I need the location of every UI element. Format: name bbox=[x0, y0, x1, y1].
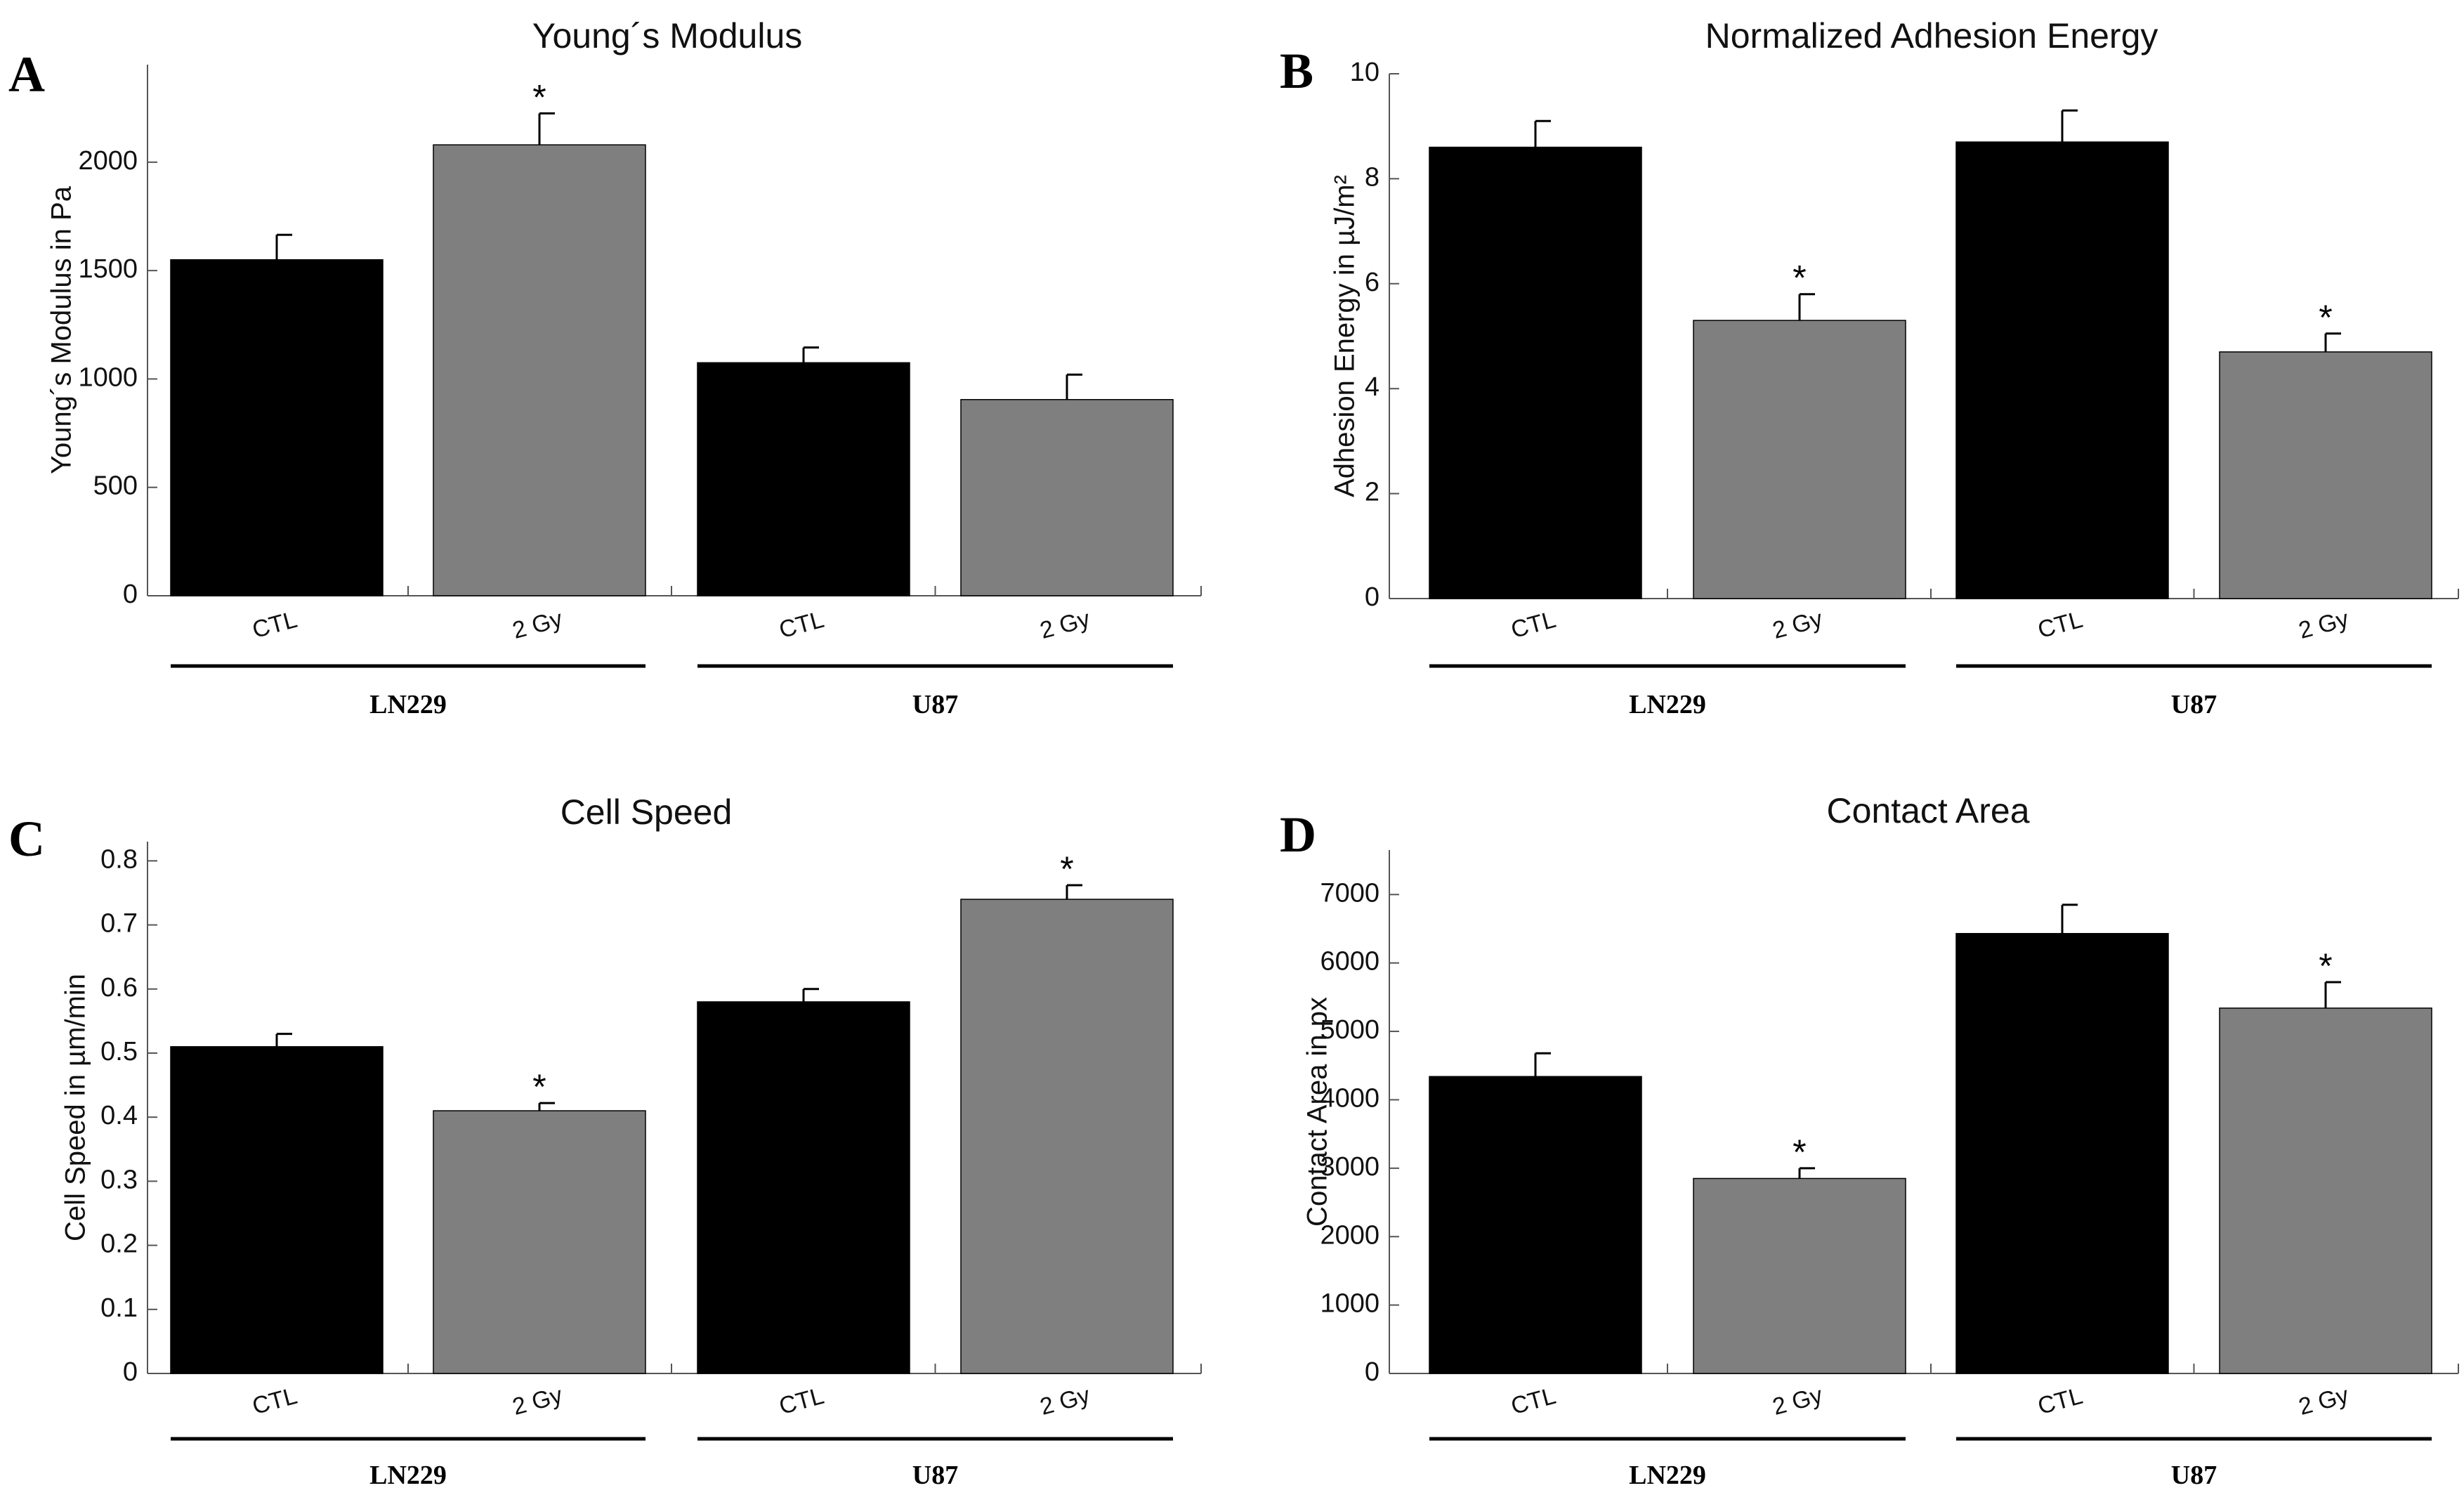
y-tick-label: 8 bbox=[1365, 162, 1380, 192]
group-label: U87 bbox=[912, 690, 958, 719]
category-label: 2 Gy bbox=[510, 1382, 565, 1421]
bar-b-3 bbox=[2219, 351, 2432, 599]
category-label: CTL bbox=[776, 1383, 827, 1420]
y-tick-label: 2000 bbox=[1320, 1220, 1380, 1250]
bar-a-3 bbox=[960, 398, 1174, 596]
y-tick-label: 3000 bbox=[1320, 1152, 1380, 1182]
chart-title: Cell Speed bbox=[561, 792, 733, 832]
y-tick-label: 1500 bbox=[78, 254, 138, 284]
y-tick-label: 10 bbox=[1350, 58, 1380, 87]
significance-marker: * bbox=[1793, 259, 1806, 298]
bar-d-3 bbox=[2219, 1007, 2432, 1374]
significance-marker: * bbox=[532, 77, 546, 117]
y-tick-label: 0 bbox=[123, 580, 138, 609]
panel-letter: D bbox=[1280, 807, 1316, 863]
category-label: 2 Gy bbox=[1770, 1382, 1826, 1421]
y-tick-label: 6 bbox=[1365, 268, 1380, 297]
bar-b-2 bbox=[1955, 141, 2169, 599]
category-label: CTL bbox=[2035, 606, 2085, 644]
group-label: U87 bbox=[2171, 690, 2217, 719]
y-axis-label: Contact Area in px bbox=[1302, 997, 1333, 1227]
bar-a-2 bbox=[697, 362, 910, 596]
y-tick-label: 4 bbox=[1365, 372, 1380, 402]
group-label: U87 bbox=[912, 1461, 958, 1490]
y-axis-label: Cell Speed in µm/min bbox=[60, 974, 91, 1241]
group-label: U87 bbox=[2171, 1461, 2217, 1490]
bar-b-0 bbox=[1429, 146, 1642, 599]
y-tick-label: 500 bbox=[93, 471, 138, 501]
bar-a-0 bbox=[170, 259, 384, 596]
category-label: CTL bbox=[776, 606, 827, 644]
group-label: LN229 bbox=[1629, 1461, 1706, 1490]
y-axis-label: Young´s Modulus in Pa bbox=[46, 185, 77, 474]
bar-d-2 bbox=[1955, 933, 2169, 1374]
category-label: 2 Gy bbox=[510, 606, 565, 644]
significance-marker: * bbox=[2319, 298, 2332, 337]
category-label: CTL bbox=[2035, 1383, 2085, 1420]
bar-c-1 bbox=[433, 1110, 646, 1374]
bar-b-1 bbox=[1693, 320, 1906, 599]
y-tick-label: 0.7 bbox=[100, 909, 138, 939]
bar-d-1 bbox=[1693, 1177, 1906, 1374]
bar-c-2 bbox=[697, 1001, 910, 1374]
chart-title: Contact Area bbox=[1826, 791, 2029, 830]
category-label: 2 Gy bbox=[2296, 606, 2352, 644]
category-label: 2 Gy bbox=[1770, 606, 1826, 644]
y-tick-label: 0 bbox=[1365, 1357, 1380, 1387]
group-label: LN229 bbox=[1629, 690, 1706, 719]
category-label: 2 Gy bbox=[2296, 1382, 2352, 1421]
y-tick-label: 1000 bbox=[1320, 1289, 1380, 1319]
bar-d-0 bbox=[1429, 1076, 1642, 1374]
chart-panel-d: D Contact Area 0 1000 2000 3000 4000 5000 6000 70… bbox=[1280, 791, 2459, 1490]
y-tick-label: 2000 bbox=[78, 146, 138, 176]
y-tick-label: 2 bbox=[1365, 478, 1380, 507]
chart-title: Young´s Modulus bbox=[532, 16, 803, 56]
significance-marker: * bbox=[1793, 1132, 1806, 1172]
category-label: CTL bbox=[1508, 1383, 1559, 1420]
bar-a-1 bbox=[433, 144, 646, 596]
y-tick-label: 0.5 bbox=[100, 1037, 138, 1066]
y-tick-label: 0.2 bbox=[100, 1229, 138, 1259]
y-tick-label: 0.6 bbox=[100, 973, 138, 1003]
significance-marker: * bbox=[532, 1067, 546, 1106]
y-tick-label: 0.1 bbox=[100, 1293, 138, 1323]
panel-letter: A bbox=[8, 46, 45, 103]
y-tick-label: 4000 bbox=[1320, 1083, 1380, 1113]
y-tick-label: 0 bbox=[1365, 582, 1380, 612]
y-tick-label: 5000 bbox=[1320, 1015, 1380, 1045]
chart-title: Normalized Adhesion Energy bbox=[1705, 16, 2158, 56]
y-tick-label: 1000 bbox=[78, 363, 138, 392]
significance-marker: * bbox=[1060, 849, 1073, 889]
group-label: LN229 bbox=[369, 690, 447, 719]
y-tick-label: 0.8 bbox=[100, 844, 138, 874]
chart-panel-c: C Cell Speed 0 0.1 0.2 0.3 0.4 0.5 0.6 0.7 0.8 Cell… bbox=[8, 792, 1202, 1490]
bar-c-3 bbox=[960, 899, 1174, 1374]
panel-letter: B bbox=[1280, 43, 1313, 99]
category-label: CTL bbox=[249, 1383, 300, 1420]
category-label: 2 Gy bbox=[1037, 606, 1093, 644]
group-label: LN229 bbox=[369, 1461, 447, 1490]
y-tick-label: 0.4 bbox=[100, 1101, 138, 1130]
bar-c-0 bbox=[170, 1046, 384, 1374]
y-axis-label: Adhesion Energy in µJ/m² bbox=[1330, 175, 1361, 497]
y-tick-label: 0 bbox=[123, 1357, 138, 1387]
panel-letter: C bbox=[8, 811, 45, 867]
category-label: CTL bbox=[1508, 606, 1559, 644]
y-tick-label: 0.3 bbox=[100, 1165, 138, 1194]
significance-marker: * bbox=[2319, 946, 2332, 986]
y-tick-label: 7000 bbox=[1320, 878, 1380, 908]
category-label: 2 Gy bbox=[1037, 1382, 1093, 1421]
y-tick-label: 6000 bbox=[1320, 947, 1380, 977]
chart-panel-b: B Normalized Adhesion Energy 0 2 4 6 8 10 Adhesi… bbox=[1280, 16, 2459, 719]
category-label: CTL bbox=[249, 606, 300, 644]
